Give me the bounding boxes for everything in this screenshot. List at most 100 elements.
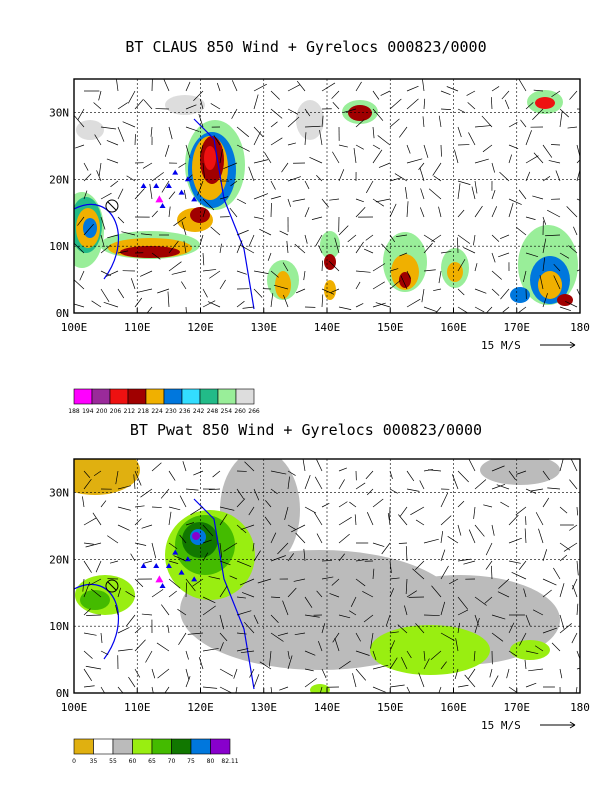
wind-vector <box>321 294 324 308</box>
wind-vector <box>168 261 182 272</box>
wind-vector <box>430 650 442 661</box>
wind-vector <box>219 513 228 526</box>
wind-vector <box>202 596 216 604</box>
wind-vector <box>523 270 527 283</box>
track-triangle-icon <box>191 196 198 202</box>
wind-vector <box>160 488 170 499</box>
wind-vector <box>499 171 510 182</box>
wind-vector <box>179 534 187 544</box>
colorbar-swatch <box>127 388 147 405</box>
wind-vector <box>185 104 197 110</box>
wind-vector <box>576 159 580 164</box>
wind-vector <box>468 459 476 472</box>
wind-vector <box>168 590 177 598</box>
wind-vector <box>457 306 468 313</box>
wind-vector <box>519 632 527 646</box>
wind-vector <box>304 474 311 490</box>
wind-vector <box>287 655 293 670</box>
cloud-region <box>399 272 411 288</box>
wind-vector <box>423 306 438 313</box>
wind-vector <box>423 538 439 544</box>
cloud-region <box>348 105 372 121</box>
wind-vector <box>415 623 425 634</box>
wind-vector <box>530 488 544 492</box>
wind-vector <box>236 126 250 138</box>
colorbar-swatch <box>93 738 114 755</box>
colorbar-swatch <box>151 738 172 755</box>
wind-vector <box>83 478 92 490</box>
wind-vector <box>508 622 515 634</box>
wind-vector <box>347 234 357 243</box>
wind-vector <box>542 216 547 225</box>
wind-vector <box>372 686 386 693</box>
gyre-cross <box>107 201 117 211</box>
wind-vector <box>304 596 313 608</box>
wind-vector <box>525 102 534 110</box>
colorbar-swatch <box>132 738 153 755</box>
wind-vector <box>455 638 459 652</box>
wind-vector <box>423 468 434 472</box>
colorbar-label: 75 <box>187 758 195 765</box>
wind-vector <box>508 198 522 205</box>
wind-vector <box>287 524 296 530</box>
cloud-region <box>324 254 336 270</box>
wind-vector <box>457 237 459 254</box>
wind-vector <box>321 115 324 128</box>
chart-title-1: BT CLAUS 850 Wind + Gyrelocs 000823/0000 <box>125 38 487 56</box>
wind-vector <box>435 306 442 313</box>
wind-vector <box>576 667 580 670</box>
wind-vector <box>125 591 136 598</box>
wind-vector <box>485 306 493 313</box>
wind-vector <box>491 86 500 92</box>
wind-vector <box>190 506 204 516</box>
wind-vector <box>412 568 425 580</box>
wind-vector <box>264 516 272 526</box>
wind-vector <box>157 668 170 679</box>
wind-vector <box>440 90 451 95</box>
wind-vector <box>427 469 442 472</box>
wind-vector <box>223 542 238 552</box>
wind-vector <box>491 206 498 218</box>
wind-vector <box>440 108 451 111</box>
wind-vector <box>396 234 408 237</box>
wind-vector <box>525 130 532 146</box>
wind-vector <box>117 250 129 254</box>
x-tick-label: 100E <box>61 321 88 334</box>
wind-vector <box>389 640 396 652</box>
wind-vector <box>185 578 196 592</box>
wind-vector <box>423 269 436 272</box>
wind-vector <box>438 270 442 284</box>
wind-vector <box>457 180 471 185</box>
colorbar-swatch <box>190 738 211 755</box>
wind-vector <box>440 632 455 641</box>
wind-vector <box>270 632 284 642</box>
wind-vector <box>100 244 112 254</box>
wind-vector <box>372 144 381 150</box>
wind-vector <box>207 301 221 308</box>
wind-vector <box>287 587 297 598</box>
wind-vector <box>559 583 565 598</box>
vector-scale-label: 15 M/S <box>481 339 521 352</box>
wind-vector <box>440 251 452 254</box>
wind-vector <box>248 506 255 516</box>
colorbar-label: 218 <box>138 408 150 415</box>
wind-vector <box>187 632 204 635</box>
wind-vector <box>74 279 85 290</box>
wind-vector <box>95 560 102 573</box>
wind-vector <box>219 585 228 598</box>
wind-vector <box>236 648 249 652</box>
y-tick-label: 20N <box>49 553 69 566</box>
wind-vector <box>338 306 352 310</box>
wind-vector <box>202 648 219 652</box>
wind-vector <box>236 198 247 205</box>
colorbar-swatch <box>145 388 165 405</box>
wind-vector <box>146 306 153 313</box>
wind-vector <box>423 658 430 670</box>
wind-vector <box>316 590 323 598</box>
wind-vector <box>185 676 191 688</box>
wind-vector <box>83 542 94 545</box>
wind-vector <box>199 234 204 245</box>
wind-vector <box>168 511 172 526</box>
wind-vector <box>431 585 442 598</box>
wind-vector <box>98 90 102 101</box>
